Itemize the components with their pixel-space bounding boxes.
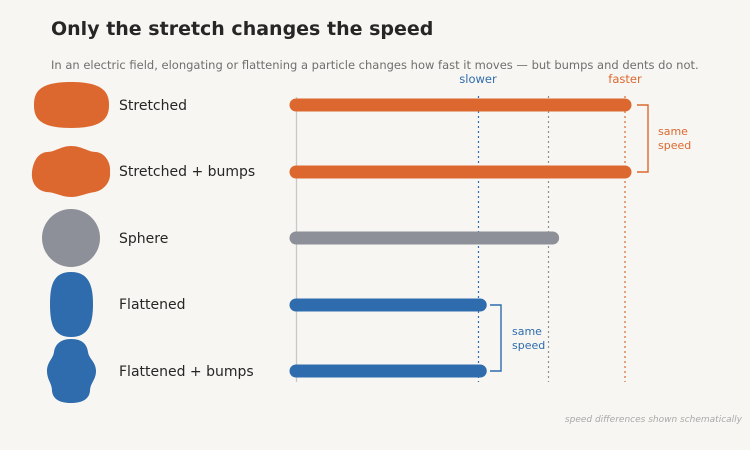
bracket-bottom-line1: same bbox=[512, 325, 542, 338]
page-title: Only the stretch changes the speed bbox=[51, 18, 434, 40]
bracket-bottom-line2: speed bbox=[512, 339, 545, 352]
bracket-top-line2: speed bbox=[658, 139, 691, 152]
same-speed-bracket-bottom bbox=[490, 304, 502, 372]
flattened-blob-icon bbox=[50, 272, 93, 337]
row-label-flattened-bumps: Flattened + bumps bbox=[119, 364, 254, 380]
bracket-top-line1: same bbox=[658, 125, 688, 138]
same-speed-bracket-top bbox=[637, 104, 649, 173]
flattened-bumpy-blob-icon bbox=[47, 339, 96, 403]
footnote: speed differences shown schematically bbox=[564, 415, 742, 425]
subtitle: In an electric field, elongating or flat… bbox=[51, 58, 699, 72]
slower-label: slower bbox=[459, 72, 497, 86]
row-label-flattened: Flattened bbox=[119, 297, 186, 313]
row-label-stretched: Stretched bbox=[119, 98, 187, 114]
stretched-blob-icon bbox=[34, 82, 109, 128]
row-label-sphere: Sphere bbox=[119, 231, 168, 247]
sphere-icon bbox=[42, 209, 100, 267]
row-label-stretched-bumps: Stretched + bumps bbox=[119, 164, 255, 180]
stretched-bumpy-blob-icon bbox=[31, 146, 111, 197]
faster-label: faster bbox=[608, 72, 642, 86]
